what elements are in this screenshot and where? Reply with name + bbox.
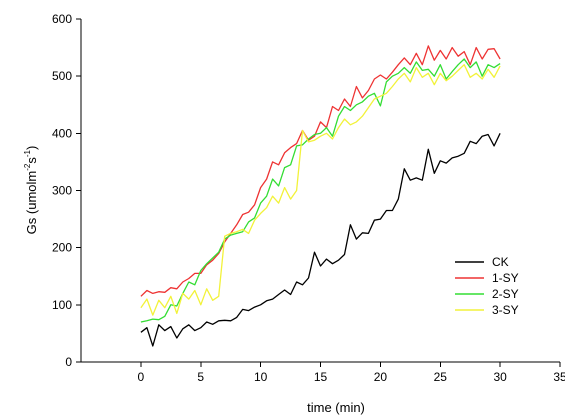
y-axis-title-superscript: -2	[23, 163, 32, 171]
x-tick-label: 15	[314, 370, 328, 384]
x-tick-label: 30	[493, 370, 507, 384]
legend: CK 1-SY 2-SY 3-SY	[455, 255, 519, 317]
y-tick-label: 600	[52, 12, 72, 26]
plot-series	[140, 45, 501, 347]
series-line-3-sy	[140, 64, 501, 316]
y-axis-title: Gs (umolm-2s-1)	[23, 146, 39, 235]
x-tick-label: 10	[254, 370, 268, 384]
series-line-2-sy	[140, 58, 501, 323]
y-axis-title-part: s	[24, 157, 39, 164]
x-tick-label: 35	[553, 370, 565, 384]
y-tick-label: 400	[52, 126, 72, 140]
y-axis-ticks: 0 100 200 300 400 500 600	[52, 12, 81, 369]
legend-label-ck: CK	[492, 255, 509, 269]
y-tick-label: 100	[52, 298, 72, 312]
y-tick-label: 300	[52, 184, 72, 198]
x-axis-title: time (min)	[307, 400, 365, 415]
series-line-ck	[140, 133, 501, 347]
series-line-1-sy	[140, 45, 501, 297]
y-tick-label: 200	[52, 241, 72, 255]
y-tick-label: 500	[52, 69, 72, 83]
legend-label-3-sy: 3-SY	[492, 303, 519, 317]
y-tick-label: 0	[65, 355, 72, 369]
legend-label-1-sy: 1-SY	[492, 271, 519, 285]
x-tick-label: 0	[138, 370, 145, 384]
legend-label-2-sy: 2-SY	[492, 287, 519, 301]
x-tick-label: 25	[434, 370, 448, 384]
y-axis-title-part: Gs (umolm	[24, 171, 39, 235]
y-axis-title-superscript: -1	[23, 149, 32, 157]
x-tick-label: 5	[197, 370, 204, 384]
x-tick-label: 20	[374, 370, 388, 384]
x-axis-ticks: 0 5 10 15 20 25 30 35	[138, 362, 565, 384]
y-axis-title-part: )	[24, 146, 39, 150]
